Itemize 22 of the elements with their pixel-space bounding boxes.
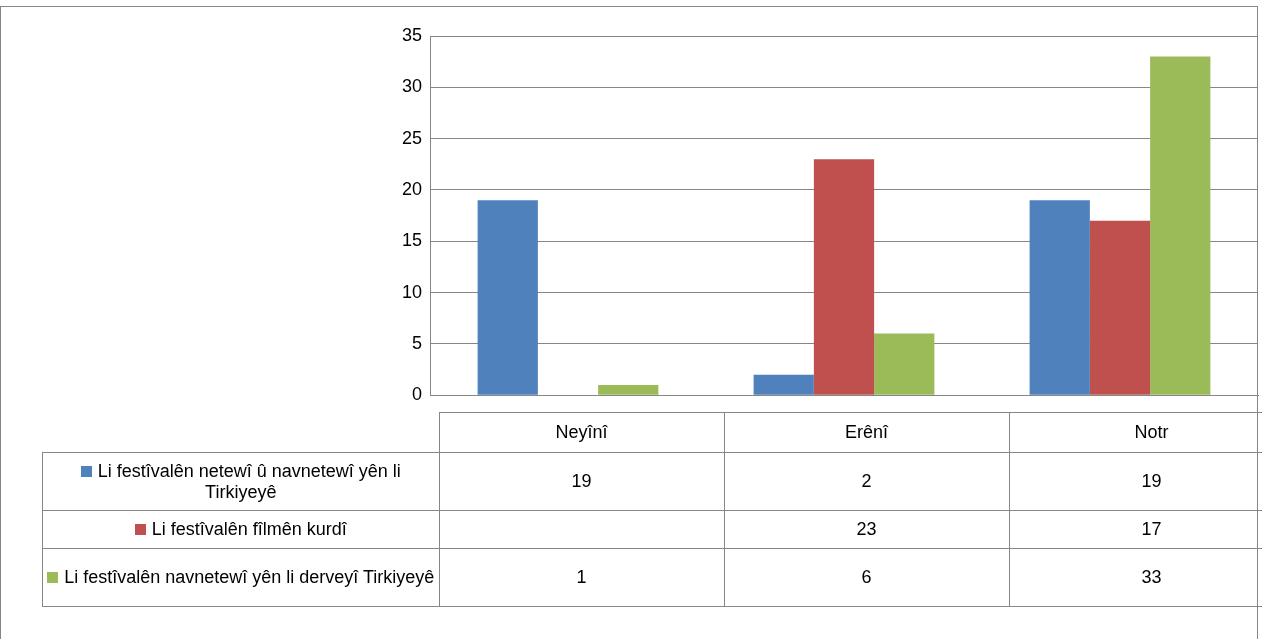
y-tick-label: 35 (401, 24, 422, 45)
legend-label: Li festîvalên fîlmên kurdî (42, 510, 439, 549)
x-tick-label: Erênî (724, 412, 1009, 453)
data-label: 17 (1009, 510, 1262, 549)
legend-label: Li festîvalên navnetewî yên li derveyî Tirkiyeyê (42, 548, 439, 607)
data-label: 2 (724, 452, 1009, 511)
y-tick-label: 30 (401, 76, 422, 97)
data-label: 1 (439, 548, 724, 607)
x-tick-label: Neyînî (439, 412, 724, 453)
y-tick-label: 25 (401, 127, 422, 148)
legend-label: Li festîvalên netewî û navnetewî yên li Tirkiyeyê (42, 452, 439, 511)
y-tick-label: 20 (401, 178, 422, 199)
y-tick-label: 0 (411, 384, 422, 405)
data-label: 19 (1009, 452, 1262, 511)
data-label: 23 (724, 510, 1009, 549)
y-tick-label: 5 (411, 332, 422, 353)
y-tick-label: 15 (401, 230, 422, 251)
x-tick-label: Notr (1009, 412, 1262, 453)
data-label: 19 (439, 452, 724, 511)
data-label: 6 (724, 548, 1009, 607)
data-label: 33 (1009, 548, 1262, 607)
y-tick-label: 10 (401, 281, 422, 302)
